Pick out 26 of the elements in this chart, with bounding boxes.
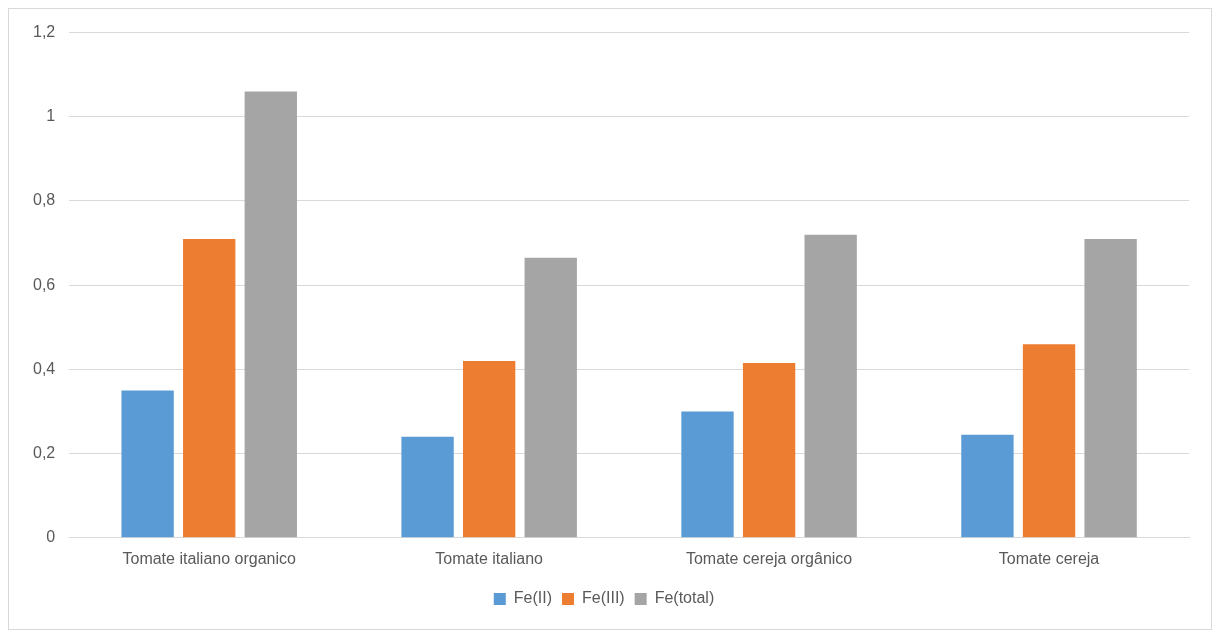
y-tick-label: 1 (46, 107, 56, 125)
bar (804, 234, 857, 538)
y-tick-label: 0,8 (32, 191, 56, 209)
bar (121, 390, 174, 538)
bar (1084, 238, 1137, 538)
bar (183, 238, 236, 538)
x-tick-label: Tomate cereja (998, 549, 1100, 567)
legend-label: Fe(total) (654, 589, 715, 607)
bar (1022, 344, 1076, 538)
y-tick-label: 0,4 (32, 359, 56, 377)
legend-label: Fe(III) (581, 589, 625, 607)
y-tick-label: 0,6 (32, 275, 56, 293)
x-tick-label: Tomate italiano (435, 549, 544, 567)
y-tick-label: 0 (46, 528, 56, 546)
y-tick-label: 0,2 (32, 444, 56, 462)
bar (401, 436, 454, 538)
legend-label: Fe(II) (513, 589, 552, 607)
bar (681, 411, 734, 538)
x-tick-label: Tomate italiano organico (122, 549, 297, 567)
bar (462, 360, 516, 538)
bar (742, 363, 796, 538)
bar (524, 257, 577, 538)
bar (244, 91, 297, 538)
x-tick-label: Tomate cereja orgânico (685, 549, 853, 567)
bar (961, 434, 1014, 538)
y-tick-label: 1,2 (32, 23, 56, 41)
